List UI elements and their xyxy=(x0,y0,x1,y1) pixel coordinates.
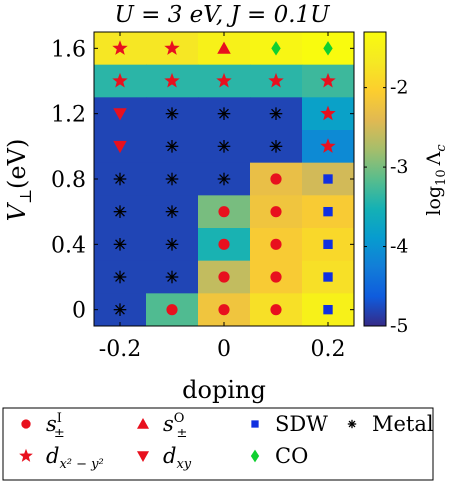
colorbar-label-sub: 10 xyxy=(434,169,449,186)
colorbar-label: log10 Λc xyxy=(423,144,449,216)
marker-star xyxy=(320,72,336,88)
marker-asterisk xyxy=(217,107,231,120)
marker-star xyxy=(112,40,128,55)
x-axis-ticks: -0.2 0 0.2 xyxy=(99,32,346,362)
x-axis-label: doping xyxy=(182,376,266,404)
marker-circle xyxy=(218,238,230,250)
marker-square xyxy=(323,272,333,282)
colorbar-label-lsub: c xyxy=(434,144,449,152)
colorbar-label-lambda: Λ xyxy=(423,151,445,166)
marker-star xyxy=(164,72,180,88)
legend-label: Metal xyxy=(372,412,434,436)
marker-circle xyxy=(270,271,282,283)
marker-circle xyxy=(21,419,31,429)
marker-triangle-down xyxy=(113,140,127,154)
marker-circle xyxy=(270,206,282,218)
marker-star xyxy=(216,72,232,88)
heatmap-cells xyxy=(94,32,355,327)
marker-triangle-down xyxy=(137,451,149,462)
legend-label: sO ± xyxy=(163,411,187,441)
colorbar-label-log: log xyxy=(423,186,445,216)
legend-entry: Metal xyxy=(347,412,434,436)
colorbar-tick-label: -3 xyxy=(390,156,409,178)
marker-asterisk xyxy=(269,140,283,153)
x-tick-label: -0.2 xyxy=(99,337,141,362)
marker-circle xyxy=(166,304,178,316)
marker-diamond xyxy=(271,41,281,56)
legend-label: SDW xyxy=(275,412,328,436)
legend-entry: SDW xyxy=(251,412,328,436)
marker-star xyxy=(112,72,128,88)
marker-asterisk xyxy=(165,140,179,153)
marker-asterisk xyxy=(217,140,231,153)
marker-triangle-down xyxy=(113,108,127,121)
legend: sI ± sO ± SDW Metal dx² − y² dxy CO xyxy=(19,411,434,472)
marker-asterisk xyxy=(113,303,127,316)
marker-square xyxy=(251,420,259,428)
chart-title: U = 3 eV, J = 0.1U xyxy=(114,2,331,28)
y-tick-label: 1.2 xyxy=(51,103,86,128)
legend-entry: dx² − y² xyxy=(19,444,104,472)
marker-asterisk xyxy=(217,172,231,186)
marker-circle xyxy=(218,206,230,218)
marker-square xyxy=(323,174,333,184)
legend-box xyxy=(2,407,434,481)
marker-asterisk xyxy=(165,238,179,251)
legend-entry: dxy xyxy=(137,444,192,472)
y-tick-label: 0.8 xyxy=(51,168,86,193)
y-axis-label-unit: (eV) xyxy=(3,139,31,189)
phase-markers xyxy=(112,40,336,316)
legend-entry: sO ± xyxy=(137,411,187,441)
marker-asterisk xyxy=(113,205,127,218)
y-axis-ticks: 1.6 1.2 0.8 0.4 0 xyxy=(51,37,354,324)
marker-circle xyxy=(270,238,282,250)
marker-asterisk xyxy=(347,419,357,429)
marker-star xyxy=(19,448,33,462)
y-axis-label: V⊥(eV) xyxy=(3,139,35,222)
colorbar xyxy=(363,31,387,327)
legend-entry: CO xyxy=(250,444,308,468)
y-axis-label-v: V xyxy=(3,201,31,221)
colorbar-tick-label: -5 xyxy=(390,315,409,337)
y-tick-label: 0 xyxy=(72,299,86,324)
marker-diamond xyxy=(250,449,260,463)
marker-circle xyxy=(218,271,230,283)
marker-asterisk xyxy=(113,270,127,284)
marker-triangle-up xyxy=(217,41,231,54)
marker-diamond xyxy=(323,41,333,56)
marker-asterisk xyxy=(113,172,127,186)
marker-square xyxy=(323,239,333,250)
x-tick-label: 0 xyxy=(217,337,231,362)
marker-star xyxy=(320,138,336,153)
marker-square xyxy=(323,206,333,217)
legend-entry: sI ± xyxy=(21,411,65,441)
legend-label: dx² − y² xyxy=(46,444,104,472)
marker-asterisk xyxy=(165,205,179,218)
y-tick-label: 0.4 xyxy=(51,233,86,258)
marker-square xyxy=(323,304,333,315)
marker-asterisk xyxy=(165,172,179,186)
marker-asterisk xyxy=(165,270,179,284)
x-tick-label: 0.2 xyxy=(311,337,346,362)
colorbar-tick-label: -2 xyxy=(390,77,409,99)
legend-label: sI ± xyxy=(46,411,65,441)
marker-star xyxy=(164,40,180,55)
marker-asterisk xyxy=(269,107,283,120)
marker-circle xyxy=(218,304,230,316)
marker-star xyxy=(320,105,336,121)
y-axis-label-sub: ⊥ xyxy=(16,189,35,204)
colorbar-ticks: -2 -3 -4 -5 xyxy=(364,77,409,337)
legend-label: dxy xyxy=(163,444,192,472)
marker-asterisk xyxy=(113,238,127,251)
legend-label: CO xyxy=(275,444,308,468)
marker-circle xyxy=(270,304,282,316)
marker-asterisk xyxy=(165,107,179,120)
marker-triangle-up xyxy=(137,418,149,429)
y-tick-label: 1.6 xyxy=(51,37,86,62)
colorbar-tick-label: -4 xyxy=(390,236,409,258)
marker-circle xyxy=(270,173,282,185)
marker-star xyxy=(268,72,284,88)
